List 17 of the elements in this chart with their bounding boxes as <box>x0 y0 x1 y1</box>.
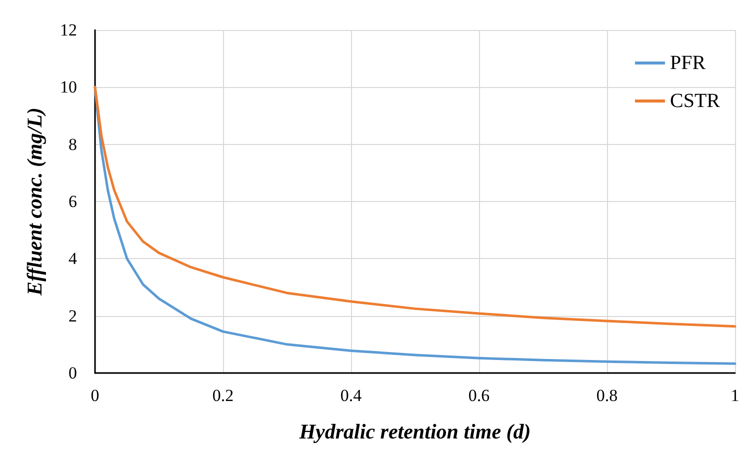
y-tick-label: 10 <box>60 78 77 97</box>
x-tick-label: 0.6 <box>468 386 490 405</box>
x-tick-label: 1 <box>730 386 740 405</box>
x-axis-title: Hydralic retention time (d) <box>298 420 531 444</box>
y-tick-label: 4 <box>68 249 78 268</box>
x-tick-label: 0.8 <box>596 386 618 405</box>
legend-label: PFR <box>670 52 706 74</box>
x-tick-label: 0 <box>90 386 100 405</box>
x-tick-label: 0.4 <box>340 386 362 405</box>
y-tick-label: 8 <box>68 134 77 154</box>
legend-label: CSTR <box>670 90 721 112</box>
y-tick-label: 0 <box>68 364 77 382</box>
y-tick-label: 6 <box>68 192 77 211</box>
x-tick-label: 0.2 <box>212 386 234 405</box>
y-axis-title: Effluent conc. (mg/L) <box>22 107 46 297</box>
y-tick-label: 12 <box>60 20 77 40</box>
y-tick-label: 2 <box>68 306 77 326</box>
